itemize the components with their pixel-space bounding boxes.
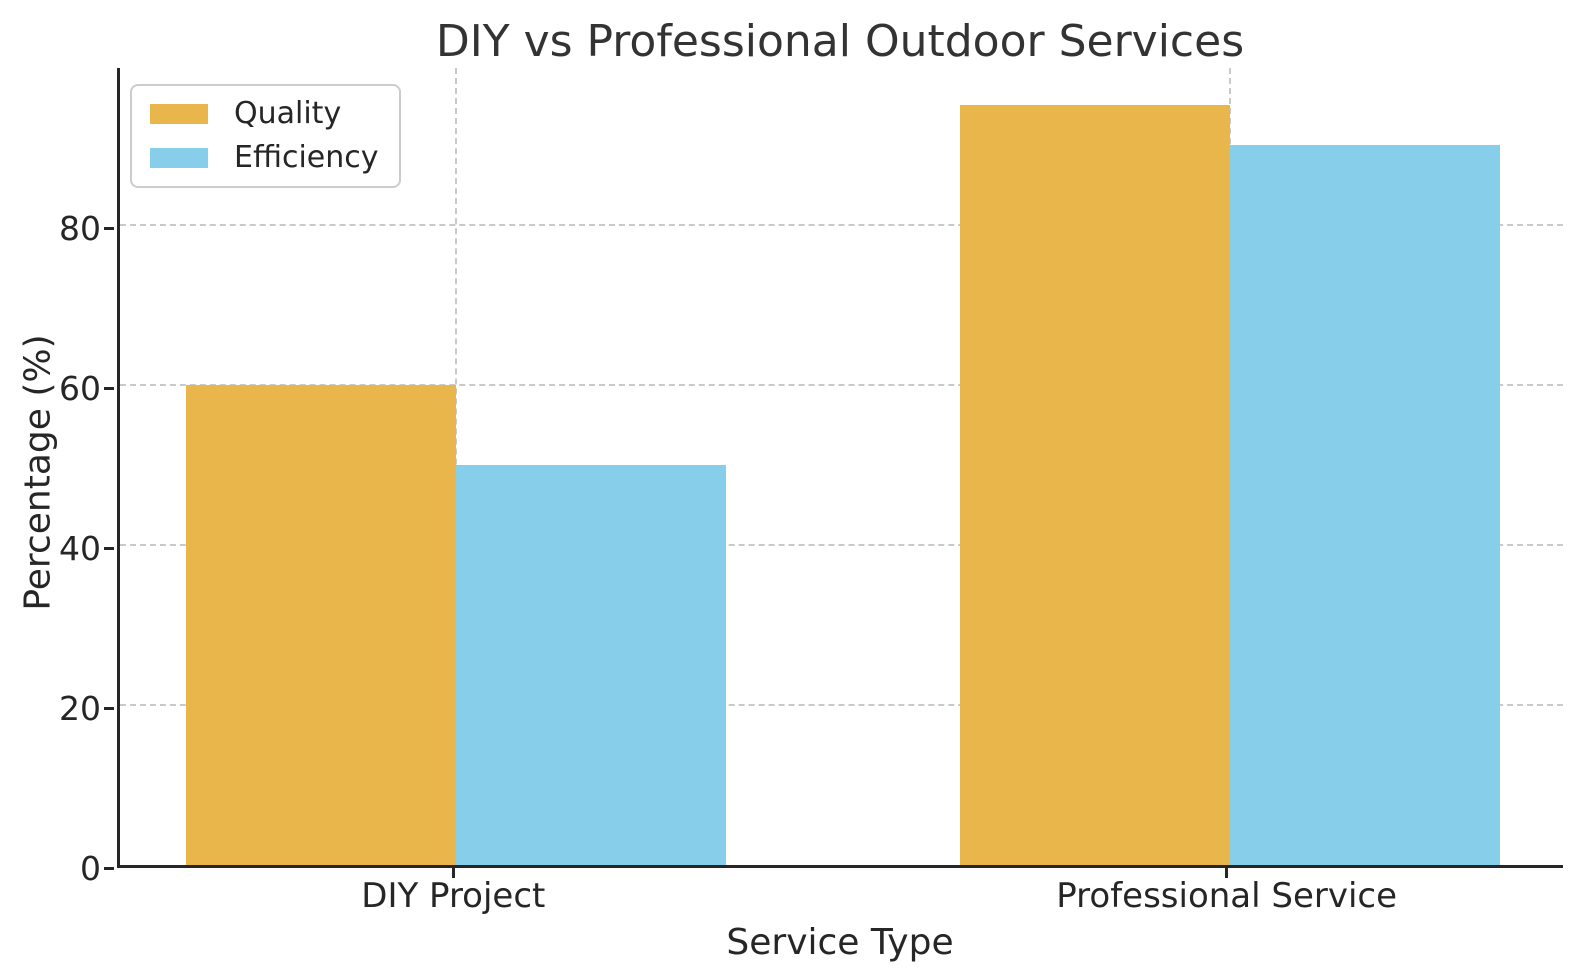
chart-title: DIY vs Professional Outdoor Services — [435, 16, 1245, 67]
gridline-y-80 — [120, 224, 1563, 226]
y-tick-label-60: 60 — [59, 369, 101, 408]
plot-area — [117, 68, 1563, 868]
y-tick-mark-60 — [104, 387, 114, 390]
x-tick-mark-professional-service — [1225, 868, 1229, 878]
legend-item-efficiency: Efficiency — [150, 142, 379, 174]
y-tick-label-20: 20 — [59, 689, 101, 728]
y-tick-label-0: 0 — [80, 849, 101, 888]
y-tick-mark-0 — [104, 867, 114, 870]
legend: Quality Efficiency — [130, 84, 401, 188]
bar-efficiency-diy-project — [456, 465, 727, 865]
y-tick-label-40: 40 — [59, 529, 101, 568]
x-tick-label-diy-project: DIY Project — [361, 876, 546, 916]
x-tick-mark-diy-project — [451, 868, 455, 878]
legend-label-efficiency: Efficiency — [234, 140, 379, 175]
gridline-y-40 — [120, 544, 1563, 546]
y-tick-mark-20 — [104, 707, 114, 710]
legend-swatch-quality — [150, 104, 208, 124]
legend-label-quality: Quality — [234, 96, 342, 131]
gridline-y-20 — [120, 704, 1563, 706]
y-tick-mark-80 — [104, 227, 114, 230]
bar-quality-professional-service — [959, 105, 1230, 865]
legend-swatch-efficiency — [150, 148, 208, 168]
x-tick-label-professional-service: Professional Service — [1056, 876, 1398, 916]
y-tick-mark-40 — [104, 547, 114, 550]
legend-item-quality: Quality — [150, 98, 379, 130]
y-tick-label-80: 80 — [59, 209, 101, 248]
gridline-y-60 — [120, 384, 1563, 386]
bar-quality-diy-project — [186, 385, 457, 865]
bar-efficiency-professional-service — [1229, 145, 1500, 865]
x-axis-label: Service Type — [726, 922, 954, 963]
y-axis-label: Percentage (%) — [17, 334, 59, 611]
